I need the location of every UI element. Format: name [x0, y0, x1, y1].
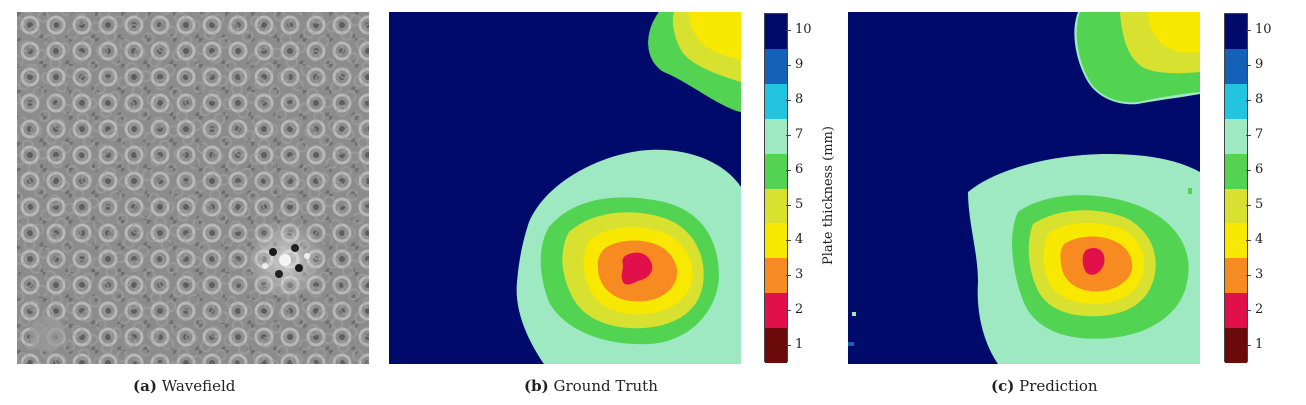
colorbar-tick-label: 10 [1246, 22, 1272, 38]
caption-label-c: (c) [991, 377, 1015, 395]
colorbar-segment-10 [765, 14, 787, 50]
colorbar-tick-label: 8 [785, 92, 804, 108]
colorbar-segment-3 [1225, 258, 1247, 294]
colorbar-segment-7 [1225, 118, 1247, 155]
wave-focus-spot [245, 220, 325, 300]
colorbar-tick-label: 2 [1245, 301, 1264, 317]
colorbar-segment-6 [1225, 153, 1247, 189]
wavefield-image [17, 12, 369, 364]
colorbar-segment-4 [765, 223, 787, 259]
colorbar-tick-label: 1 [1245, 336, 1264, 352]
colorbar-tick-label: 4 [785, 231, 804, 247]
colorbar-segment-9 [765, 48, 787, 85]
ground-truth-map [389, 12, 741, 364]
colorbar-tick-label: 7 [785, 127, 804, 143]
colorbar-tick-label: 2 [785, 301, 804, 317]
colorbar-prediction [1224, 13, 1248, 364]
caption-title-a: Wavefield [161, 377, 236, 395]
caption-title-b: Ground Truth [553, 377, 658, 395]
caption-ground-truth: (b) Ground Truth [524, 377, 658, 395]
colorbar-segment-6 [765, 153, 787, 189]
colorbar-tick-label: 9 [785, 57, 804, 73]
wavefield-texture [17, 12, 369, 364]
colorbar-tick-label: 5 [785, 196, 804, 212]
colorbar-tick-label: 8 [1245, 92, 1264, 108]
prediction-contours [848, 12, 1200, 364]
colorbar-tick-label: 3 [785, 266, 804, 282]
caption-label-b: (b) [524, 377, 549, 395]
colorbar-tick-label: 1 [785, 336, 804, 352]
caption-prediction: (c) Prediction [991, 377, 1098, 395]
colorbar-tick-label: 4 [1245, 231, 1264, 247]
prediction-map [848, 12, 1200, 364]
colorbar-segment-4 [1225, 223, 1247, 259]
colorbar-ground-truth [764, 13, 788, 364]
ground-truth-contours [516, 12, 741, 364]
caption-wavefield: (a) Wavefield [133, 377, 235, 395]
colorbar-tick-label: 6 [1245, 162, 1264, 178]
colorbar-tick-label: 9 [1245, 57, 1264, 73]
colorbar-segment-2 [1225, 293, 1247, 329]
colorbar-segment-8 [1225, 83, 1247, 120]
caption-title-c: Prediction [1019, 377, 1098, 395]
colorbar-segment-8 [765, 83, 787, 120]
colorbar-segment-1 [1225, 328, 1247, 364]
colorbar-segment-9 [1225, 48, 1247, 85]
colorbar-segment-2 [765, 293, 787, 329]
colorbar-tick-label: 5 [1245, 196, 1264, 212]
colorbar-segment-5 [1225, 188, 1247, 224]
colorbar-tick-label: 10 [786, 22, 812, 38]
colorbar-segment-1 [765, 328, 787, 364]
colorbar-segment-10 [1225, 14, 1247, 50]
colorbar-tick-label: 6 [785, 162, 804, 178]
colorbar-tick-label: 3 [1245, 266, 1264, 282]
colorbar-segment-7 [765, 118, 787, 155]
colorbar-tick-label: 7 [1245, 127, 1264, 143]
colorbar-label-ground-truth: Plate thickness (mm) [821, 126, 836, 265]
colorbar-segment-5 [765, 188, 787, 224]
caption-label-a: (a) [133, 377, 157, 395]
colorbar-segment-3 [765, 258, 787, 294]
